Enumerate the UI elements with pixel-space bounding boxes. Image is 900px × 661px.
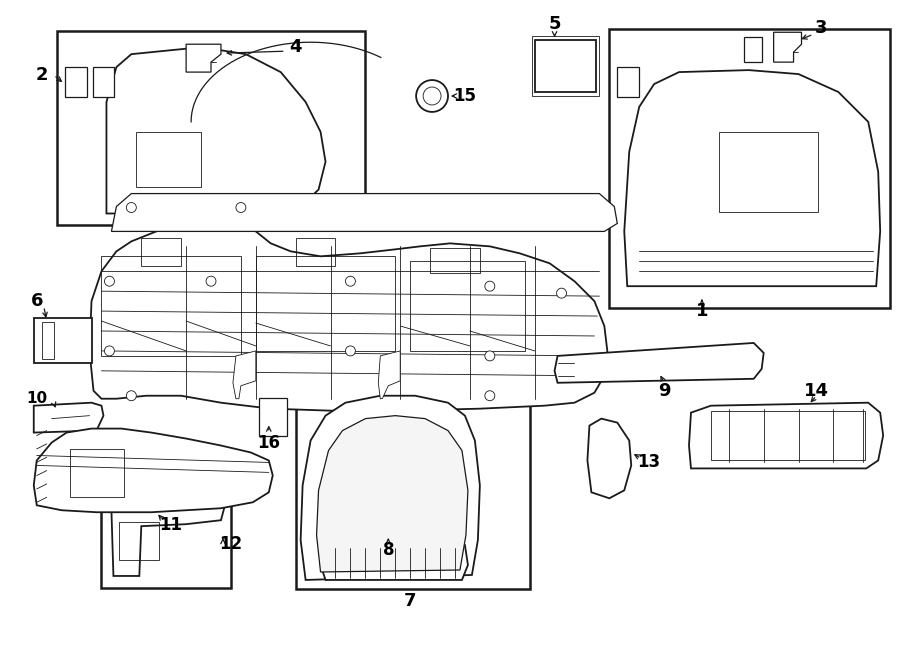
Circle shape bbox=[104, 346, 114, 356]
Circle shape bbox=[126, 202, 136, 212]
Text: 7: 7 bbox=[404, 592, 417, 610]
Polygon shape bbox=[301, 396, 480, 580]
Polygon shape bbox=[320, 545, 468, 580]
Circle shape bbox=[346, 346, 356, 356]
Bar bbox=[41, 322, 54, 359]
Bar bbox=[69, 449, 124, 497]
Polygon shape bbox=[588, 418, 631, 498]
Bar bbox=[102, 481, 231, 588]
Polygon shape bbox=[112, 194, 617, 231]
Text: 11: 11 bbox=[159, 516, 183, 534]
Circle shape bbox=[485, 391, 495, 401]
Circle shape bbox=[485, 281, 495, 291]
Polygon shape bbox=[106, 47, 326, 214]
Bar bbox=[141, 239, 181, 266]
Polygon shape bbox=[89, 223, 608, 410]
Text: 2: 2 bbox=[35, 66, 48, 84]
Polygon shape bbox=[554, 343, 764, 383]
Polygon shape bbox=[93, 67, 114, 97]
Polygon shape bbox=[317, 416, 468, 572]
Text: 4: 4 bbox=[290, 38, 302, 56]
Polygon shape bbox=[617, 67, 639, 97]
Polygon shape bbox=[34, 318, 92, 363]
Bar bbox=[719, 132, 818, 212]
Text: 13: 13 bbox=[637, 453, 661, 471]
Polygon shape bbox=[112, 490, 225, 576]
Polygon shape bbox=[186, 44, 221, 72]
Circle shape bbox=[416, 80, 448, 112]
Bar bbox=[102, 256, 241, 356]
Polygon shape bbox=[233, 351, 256, 399]
Text: 8: 8 bbox=[382, 541, 394, 559]
Polygon shape bbox=[625, 70, 880, 286]
Circle shape bbox=[346, 276, 356, 286]
Circle shape bbox=[126, 391, 136, 401]
Text: 12: 12 bbox=[220, 535, 242, 553]
Bar bbox=[711, 410, 865, 461]
Polygon shape bbox=[774, 32, 802, 62]
Bar bbox=[256, 256, 395, 351]
Bar bbox=[57, 31, 365, 225]
Circle shape bbox=[206, 276, 216, 286]
Circle shape bbox=[556, 288, 566, 298]
Polygon shape bbox=[34, 428, 273, 512]
Polygon shape bbox=[743, 37, 761, 62]
Polygon shape bbox=[378, 351, 400, 399]
Text: 16: 16 bbox=[257, 434, 280, 451]
Polygon shape bbox=[259, 398, 287, 436]
Polygon shape bbox=[535, 40, 597, 92]
Text: 5: 5 bbox=[548, 15, 561, 33]
Polygon shape bbox=[34, 403, 104, 432]
Text: 9: 9 bbox=[658, 382, 670, 400]
Bar bbox=[296, 239, 336, 266]
Text: 1: 1 bbox=[696, 302, 708, 320]
Polygon shape bbox=[65, 67, 86, 97]
Bar bbox=[609, 29, 890, 308]
Bar bbox=[120, 522, 159, 560]
Bar bbox=[410, 261, 525, 351]
Circle shape bbox=[104, 276, 114, 286]
Text: 15: 15 bbox=[454, 87, 476, 105]
Text: 3: 3 bbox=[815, 19, 828, 37]
Polygon shape bbox=[689, 403, 883, 469]
Bar bbox=[296, 395, 530, 589]
Text: 6: 6 bbox=[31, 292, 43, 310]
Text: 14: 14 bbox=[804, 382, 829, 400]
Text: 10: 10 bbox=[26, 391, 48, 407]
Circle shape bbox=[236, 202, 246, 212]
Circle shape bbox=[485, 351, 495, 361]
Bar bbox=[430, 249, 480, 273]
Bar bbox=[136, 132, 201, 186]
